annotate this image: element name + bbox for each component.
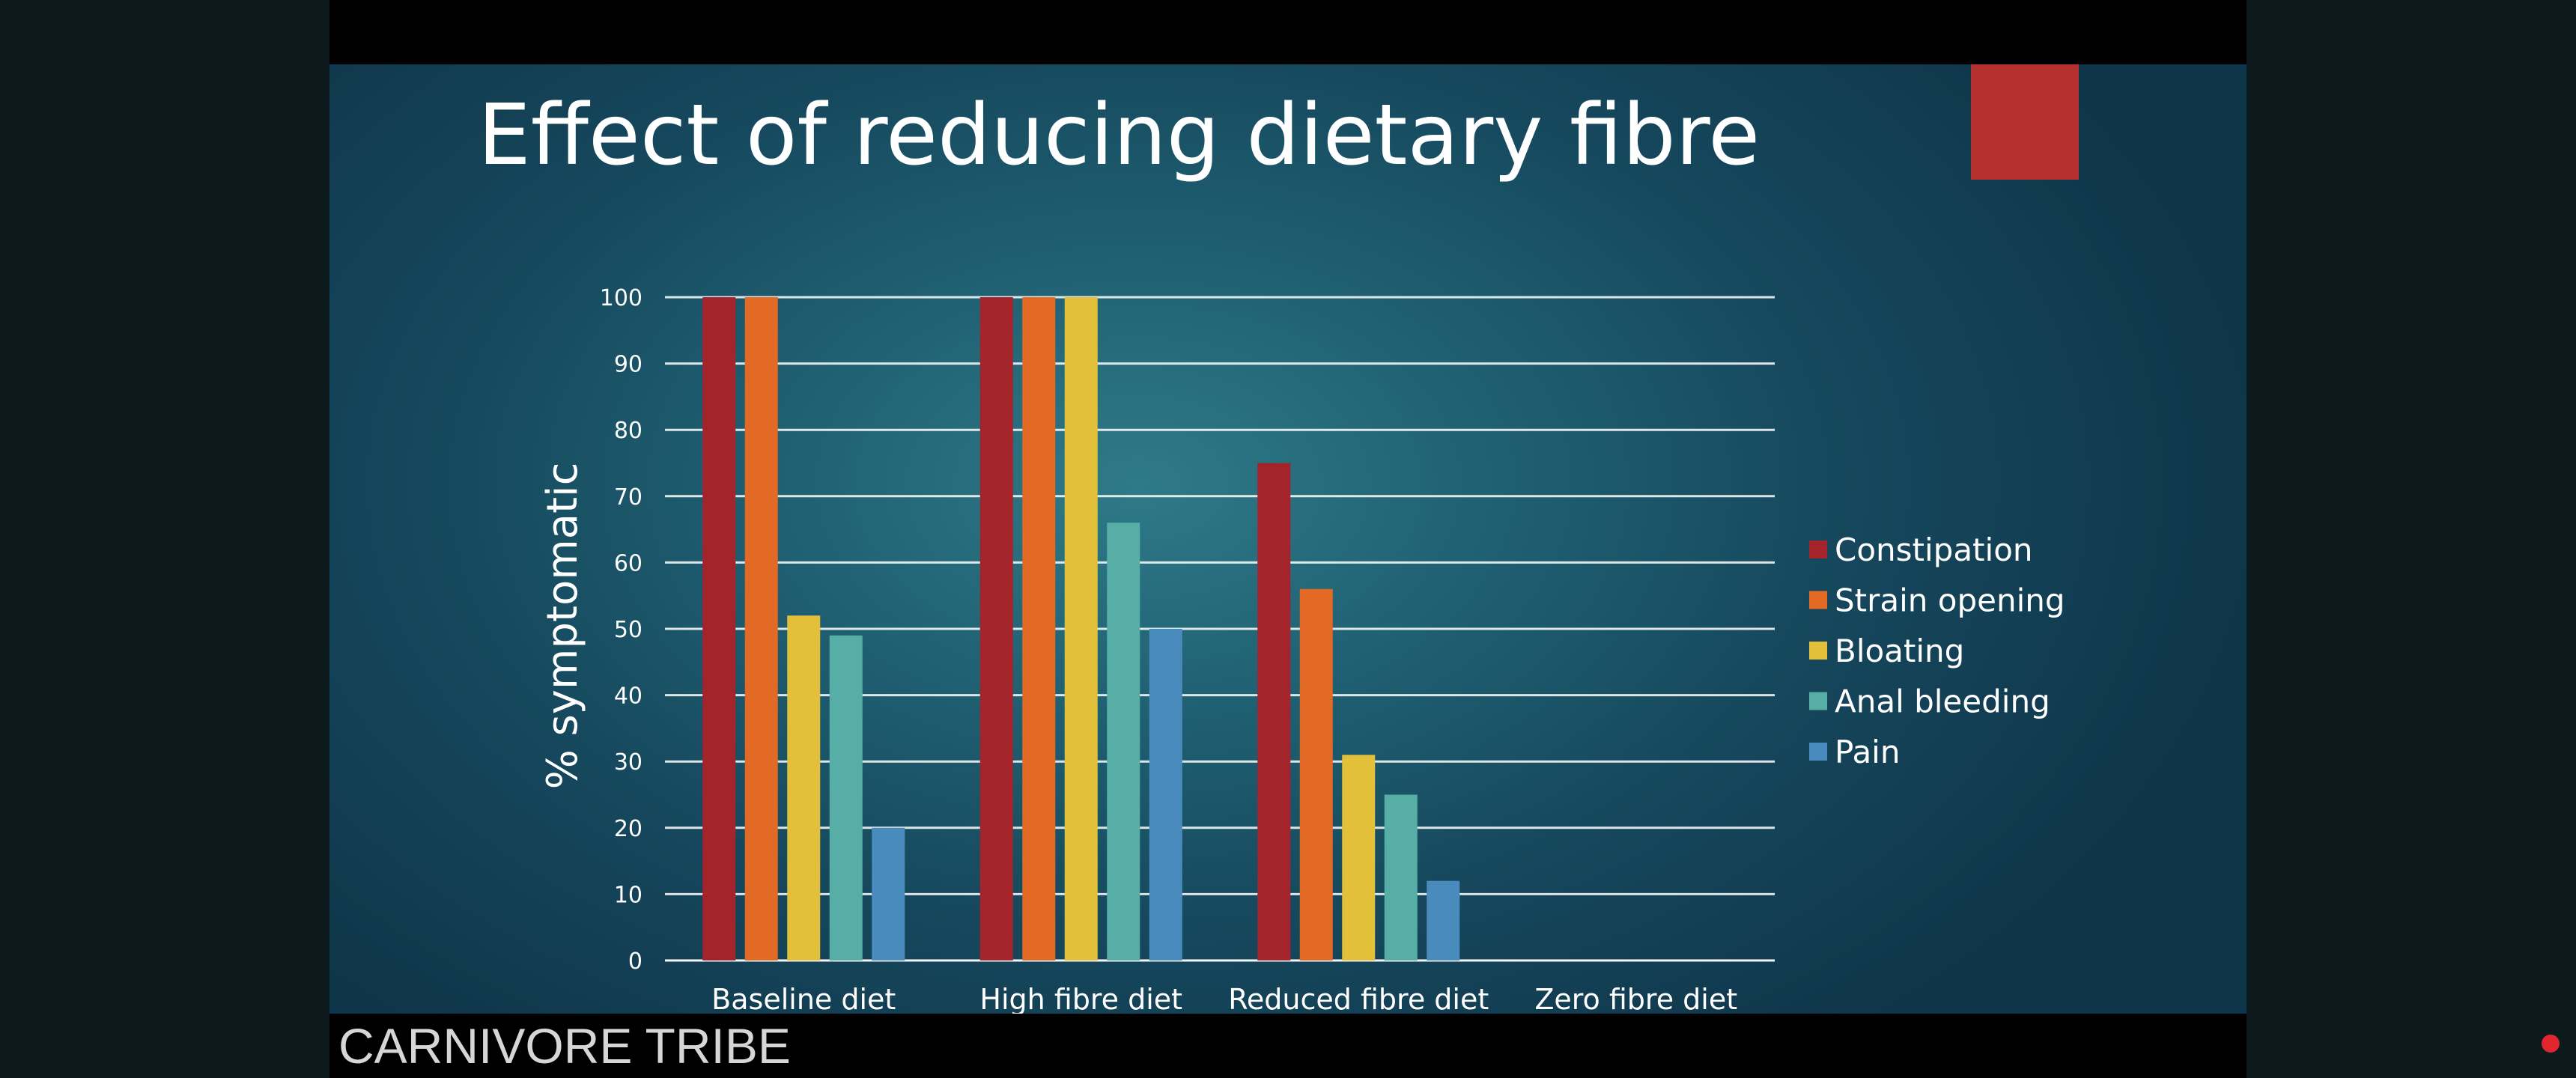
bar-strain-opening-1 bbox=[1022, 297, 1056, 960]
channel-watermark: CARNIVORE TRIBE bbox=[338, 1018, 791, 1074]
chart-legend: Constipation Strain opening Bloating Anal b… bbox=[1809, 532, 2065, 770]
x-axis-ticks: Baseline diet High fibre diet Reduced fibr… bbox=[711, 983, 1737, 1014]
legend-swatch bbox=[1809, 591, 1827, 609]
y-tick-label: 50 bbox=[614, 617, 643, 643]
accent-square bbox=[1971, 64, 2079, 180]
bar-constipation-0 bbox=[702, 297, 736, 960]
legend-swatch bbox=[1809, 743, 1827, 761]
y-tick-label: 80 bbox=[614, 418, 643, 444]
bar-strain-opening-0 bbox=[744, 297, 778, 960]
top-letterbox bbox=[329, 0, 2247, 64]
y-tick-label: 90 bbox=[614, 352, 643, 378]
x-tick-label: Zero fibre diet bbox=[1534, 983, 1737, 1014]
bottom-letterbox bbox=[329, 1014, 2247, 1078]
y-axis-ticks: 0 10 20 30 40 50 60 70 80 90 100 bbox=[600, 285, 643, 975]
y-tick-label: 30 bbox=[614, 749, 643, 776]
left-letterbox bbox=[0, 0, 329, 1078]
legend-label: Bloating bbox=[1835, 633, 1964, 669]
y-axis-label: % symptomatic bbox=[538, 463, 587, 790]
bar-bloating-0 bbox=[787, 615, 821, 960]
y-tick-label: 70 bbox=[614, 484, 643, 511]
chart-bars bbox=[702, 297, 1460, 960]
legend-swatch bbox=[1809, 642, 1827, 660]
y-tick-label: 40 bbox=[614, 683, 643, 710]
presentation-slide: Effect of reducing dietary fibre 0 10 20 30… bbox=[329, 64, 2247, 1014]
legend-swatch bbox=[1809, 692, 1827, 710]
bar-constipation-1 bbox=[979, 297, 1013, 960]
slide-title: Effect of reducing dietary fibre bbox=[478, 87, 1761, 184]
bar-constipation-2 bbox=[1257, 463, 1291, 960]
bar-bloating-1 bbox=[1064, 297, 1098, 960]
bar-anal-bleeding-2 bbox=[1384, 794, 1418, 960]
y-tick-label: 10 bbox=[614, 882, 643, 908]
bar-strain-opening-2 bbox=[1299, 588, 1333, 960]
record-dot-icon bbox=[2542, 1035, 2560, 1053]
x-tick-label: Baseline diet bbox=[711, 983, 896, 1014]
legend-label: Pain bbox=[1835, 734, 1900, 770]
legend-swatch bbox=[1809, 540, 1827, 558]
bar-pain-0 bbox=[872, 827, 905, 960]
legend-label: Anal bleeding bbox=[1835, 683, 2050, 720]
right-letterbox bbox=[2247, 0, 2576, 1078]
x-tick-label: Reduced fibre diet bbox=[1228, 983, 1489, 1014]
bar-anal-bleeding-1 bbox=[1107, 523, 1140, 960]
y-tick-label: 20 bbox=[614, 816, 643, 842]
legend-label: Constipation bbox=[1835, 532, 2033, 568]
y-tick-label: 0 bbox=[628, 948, 643, 975]
y-tick-label: 100 bbox=[600, 285, 643, 311]
bar-chart: 0 10 20 30 40 50 60 70 80 90 100 Baseline diet High… bbox=[538, 285, 2065, 1014]
bar-pain-1 bbox=[1149, 629, 1182, 960]
bar-pain-2 bbox=[1427, 880, 1460, 960]
bar-bloating-2 bbox=[1342, 755, 1376, 960]
y-tick-label: 60 bbox=[614, 550, 643, 576]
x-tick-label: High fibre diet bbox=[979, 983, 1182, 1014]
bar-anal-bleeding-0 bbox=[829, 635, 863, 960]
legend-label: Strain opening bbox=[1835, 582, 2065, 619]
